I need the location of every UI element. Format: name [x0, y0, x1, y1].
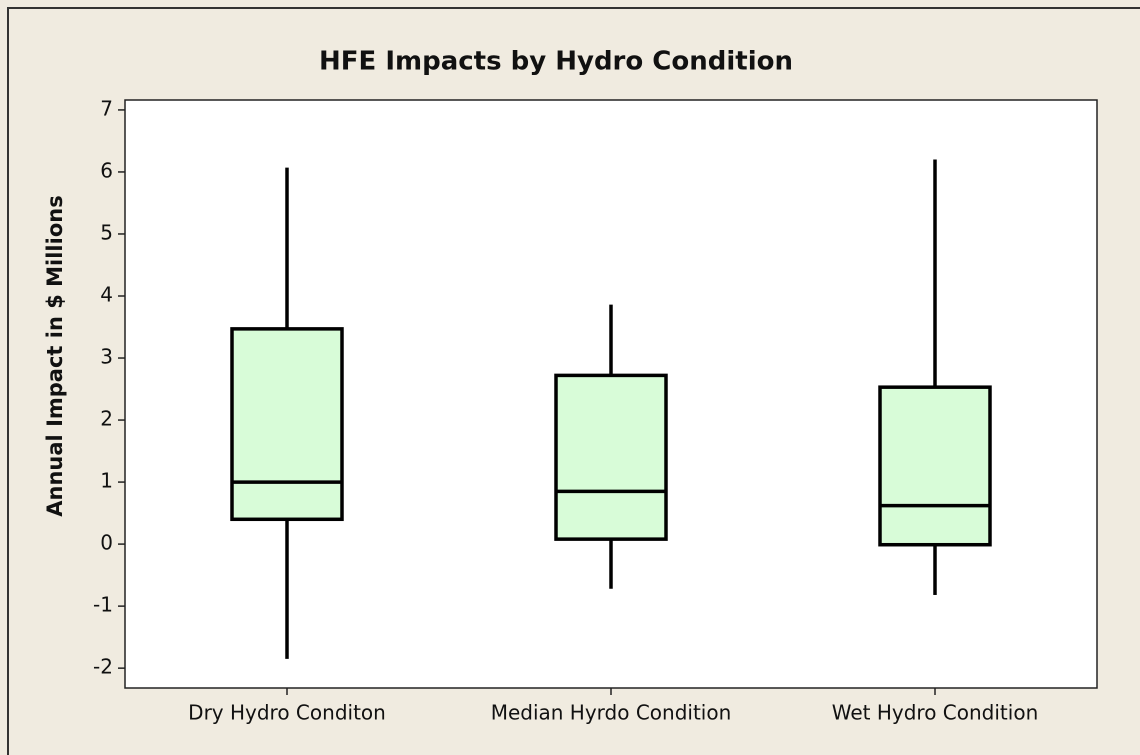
y-tick-label: 2: [100, 407, 113, 431]
box: [878, 385, 992, 547]
y-axis-label: Annual Impact in $ Millions: [43, 195, 67, 516]
y-tick-label: 3: [100, 345, 113, 369]
y-tick-label: 7: [100, 96, 113, 120]
y-tick-label: 4: [100, 283, 113, 307]
y-tick-label: 6: [100, 158, 113, 182]
box: [230, 327, 344, 522]
chart-title: HFE Impacts by Hydro Condition: [319, 47, 793, 77]
x-tick-label: Median Hyrdo Condition: [491, 701, 732, 725]
y-tick-label: -1: [93, 593, 113, 617]
y-tick-label: 0: [100, 531, 113, 555]
box: [554, 373, 668, 541]
y-tick-label: -2: [93, 655, 113, 679]
x-tick-label: Dry Hydro Conditon: [188, 701, 386, 725]
y-tick-label: 5: [100, 220, 113, 244]
y-tick-label: 1: [100, 469, 113, 493]
x-tick-label: Wet Hydro Condition: [832, 701, 1039, 725]
